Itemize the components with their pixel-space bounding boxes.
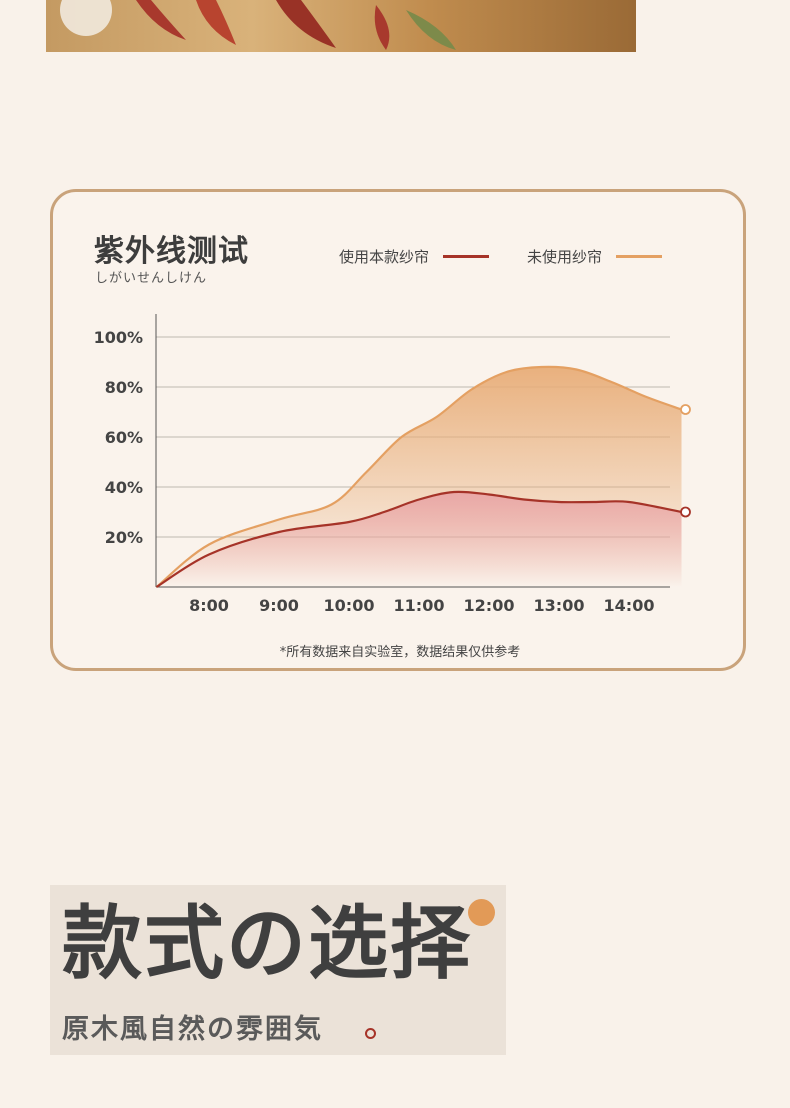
legend-label: 使用本款纱帘 <box>339 248 430 266</box>
chart-subtitle: しがいせんしけん <box>95 271 208 286</box>
chart-footnote: *所有数据来自实验室，数据结果仅供参考 <box>279 645 521 660</box>
series-line-1 <box>155 365 682 588</box>
x-tick-label: 14:00 <box>604 596 655 615</box>
y-tick-label: 40% <box>105 478 143 497</box>
series-area-0 <box>156 491 682 587</box>
promo-title: 款式の选择 <box>62 897 472 990</box>
y-tick-label: 20% <box>105 528 143 547</box>
y-tick-label: 100% <box>94 328 143 347</box>
legend-item-with-curtain: 使用本款纱帘 <box>339 246 490 267</box>
uv-test-chart: 20% 40% 60% 80% 100% 8:00 9:00 10:00 11:00 12:00 1… <box>94 314 691 615</box>
x-tick-label: 10:00 <box>324 596 375 615</box>
y-tick-label: 60% <box>105 428 143 447</box>
series-line-0 <box>155 490 682 588</box>
x-tick-label: 11:00 <box>394 596 445 615</box>
promo-background <box>50 885 506 1055</box>
legend-label: 未使用纱帘 <box>527 248 603 266</box>
y-tick-label: 80% <box>105 378 143 397</box>
promo-subtitle: 原木風自然の雰囲気 <box>62 1014 323 1045</box>
series-end-marker-0 <box>680 506 691 518</box>
legend-swatch <box>616 255 663 258</box>
series-end-marker-1 <box>680 404 691 415</box>
ring-icon <box>365 1028 376 1039</box>
leaf-decoration <box>60 0 456 50</box>
legend-swatch <box>443 255 490 258</box>
x-tick-label: 9:00 <box>259 596 299 615</box>
chart-title: 紫外线测试 <box>94 234 249 269</box>
x-tick-label: 12:00 <box>464 596 515 615</box>
top-product-photo <box>46 0 636 52</box>
legend-item-without-curtain: 未使用纱帘 <box>527 246 663 267</box>
x-tick-label: 8:00 <box>189 596 229 615</box>
x-tick-label: 13:00 <box>534 596 585 615</box>
orange-dot-icon <box>468 899 495 926</box>
